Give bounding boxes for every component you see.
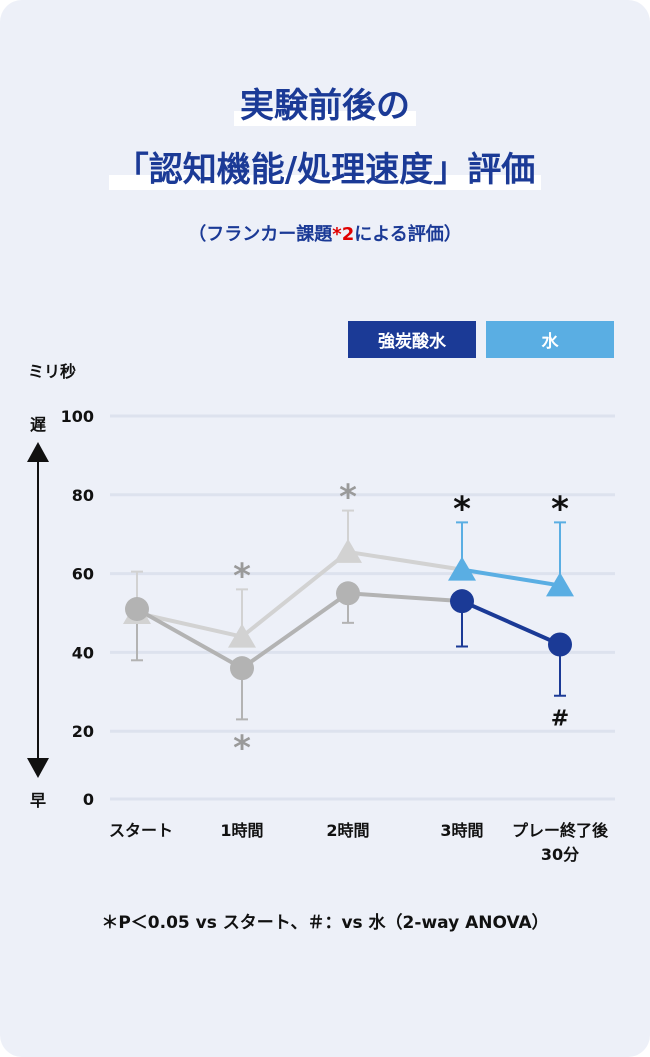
series-line-segment [136, 607, 243, 670]
significance-mark: * [339, 478, 357, 518]
carbonated-circle-marker [230, 656, 254, 681]
legend-water: 水 [486, 321, 614, 358]
series-line-segment [347, 591, 463, 604]
y-axis-unit: ミリ秒 [28, 362, 77, 381]
x-tick-label: スタート [109, 821, 173, 840]
title-line-2: 「認知機能/処理速度」評価 [0, 142, 650, 191]
water-triangle-marker [228, 623, 256, 648]
x-tick-label: 30分 [541, 845, 579, 864]
y-tick-label: 0 [83, 790, 94, 809]
significance-mark: * [233, 728, 251, 768]
y-axis-fast-label: 早 [30, 791, 46, 810]
y-tick-label: 80 [72, 486, 94, 505]
x-tick-label: プレー終了後 [512, 821, 609, 840]
y-axis-slow-label: 遅 [30, 415, 46, 434]
water-triangle-marker [546, 572, 574, 597]
series-line-segment [240, 550, 350, 639]
x-tick-label: 3時間 [440, 821, 483, 840]
carbonated-circle-marker [450, 589, 474, 614]
water-triangle-marker [334, 538, 362, 563]
carbonated-circle-marker [125, 597, 149, 622]
y-tick-label: 60 [72, 565, 94, 584]
y-tick-label: 100 [61, 407, 94, 426]
series-line-segment [461, 567, 561, 588]
water-triangle-marker [448, 556, 476, 581]
arrow-up-icon [27, 442, 49, 462]
carbonated-circle-marker [336, 581, 360, 606]
carbonated-circle-marker [548, 632, 572, 657]
significance-mark: * [233, 556, 251, 596]
legend-carbonated-water: 強炭酸水 [348, 321, 476, 358]
significance-mark: # [551, 707, 569, 732]
x-tick-label: 2時間 [326, 821, 369, 840]
title-line-1: 実験前後の [0, 78, 650, 127]
y-tick-label: 20 [72, 722, 94, 741]
x-tick-label: 1時間 [220, 821, 263, 840]
subtitle: （フランカー課題*2による評価） [188, 224, 462, 245]
series-line-segment [240, 591, 350, 670]
arrow-down-icon [27, 758, 49, 778]
series-line-segment [461, 599, 561, 647]
y-tick-label: 40 [72, 643, 94, 662]
footnote: ＊P＜0.05 vs スタート、＃：vs 水（2-way ANOVA） [101, 913, 549, 933]
significance-mark: * [551, 489, 569, 529]
significance-mark: * [453, 489, 471, 529]
series-line-segment [347, 549, 463, 572]
